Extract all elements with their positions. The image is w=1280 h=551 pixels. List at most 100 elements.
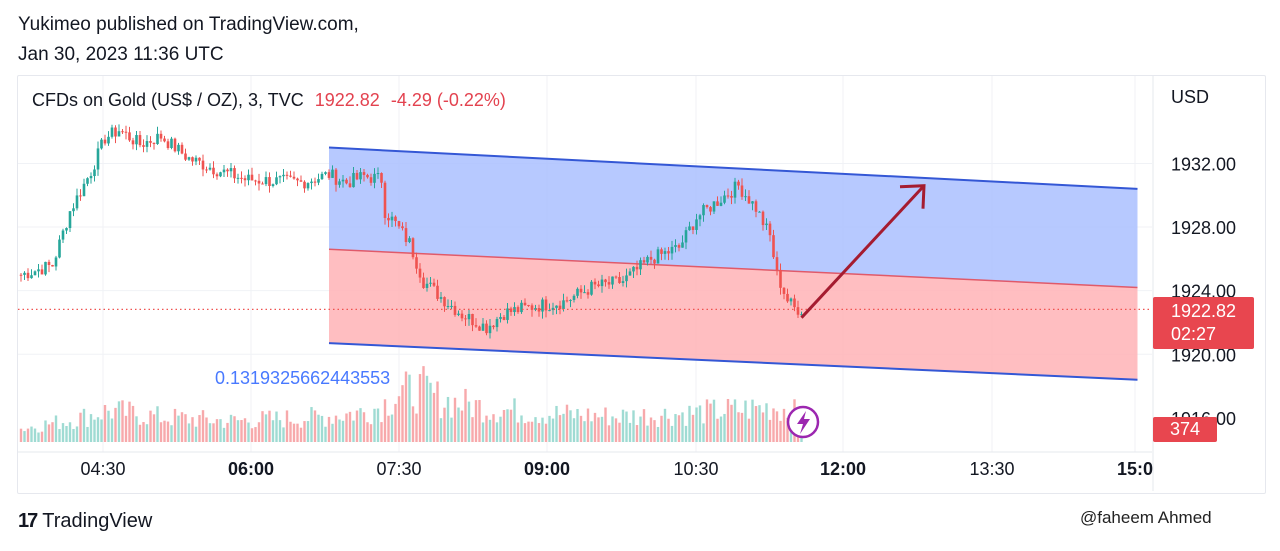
volume-bar — [600, 416, 604, 442]
candle-body — [40, 269, 44, 275]
candle — [331, 165, 334, 178]
candle-body — [765, 223, 768, 226]
candle — [299, 175, 303, 182]
candle-body — [100, 139, 103, 149]
volume-bar — [187, 423, 191, 442]
candle — [761, 210, 765, 231]
candle-body — [618, 277, 621, 284]
candle — [72, 203, 75, 217]
volume-bar — [26, 428, 30, 442]
candle-body — [492, 325, 495, 328]
volume-bar — [586, 408, 590, 442]
volume-bar — [765, 403, 768, 442]
candle — [551, 302, 555, 315]
candle — [285, 171, 289, 180]
candle — [75, 188, 79, 211]
candle-body — [639, 260, 642, 270]
candle-body — [768, 223, 772, 236]
currency-label[interactable]: USD — [1171, 87, 1210, 107]
candle — [177, 142, 180, 155]
volume-bar — [327, 416, 331, 442]
candle — [604, 278, 607, 287]
channel-upper-zone — [329, 147, 1138, 288]
candle-body — [320, 173, 324, 180]
candle — [33, 270, 37, 276]
channel-midline — [328, 248, 1138, 289]
candle-body — [572, 295, 576, 300]
candle — [607, 276, 611, 289]
candle — [691, 226, 695, 235]
candle — [163, 135, 166, 143]
candle — [352, 167, 355, 188]
candle-body — [82, 183, 86, 197]
candle — [656, 246, 660, 264]
candle — [383, 180, 387, 225]
tradingview-logo[interactable]: 17 TradingView — [18, 510, 152, 533]
candle — [376, 167, 380, 179]
candle — [327, 169, 331, 180]
candle-body — [334, 169, 338, 185]
candle-body — [271, 184, 275, 187]
candle — [226, 168, 229, 177]
candle-body — [523, 302, 527, 306]
candle-body — [131, 140, 135, 145]
candle-body — [362, 172, 366, 175]
candle-body — [579, 288, 583, 293]
candle — [320, 171, 324, 180]
candle-body — [373, 173, 376, 183]
chart-pane[interactable] — [17, 75, 1266, 494]
volume-bar — [579, 415, 583, 442]
volume-bar — [250, 428, 254, 442]
candle-body — [33, 271, 37, 276]
candle — [478, 325, 481, 331]
candle-body — [537, 308, 541, 312]
candle-body — [499, 316, 502, 319]
volume-bar — [551, 418, 555, 442]
candle — [229, 162, 233, 178]
candle — [572, 294, 576, 303]
volume-bar — [737, 412, 740, 442]
candle-body — [68, 211, 72, 229]
candle — [457, 310, 460, 317]
volume-bar — [677, 415, 681, 442]
volume-bar — [289, 421, 292, 442]
volume-value: 374 — [1170, 419, 1201, 439]
candle-body — [688, 226, 691, 231]
candle — [793, 294, 796, 312]
candle-body — [61, 230, 65, 240]
candle — [681, 235, 684, 248]
candle-body — [215, 174, 219, 177]
volume-bar — [537, 423, 541, 442]
candle-body — [793, 298, 796, 308]
volume-bar — [19, 428, 23, 442]
candle-body — [341, 179, 345, 182]
volume-bar — [415, 413, 418, 442]
volume-bar — [373, 408, 376, 442]
candle-body — [247, 174, 250, 181]
candle-body — [660, 249, 663, 254]
candle-body — [604, 279, 607, 283]
volume-bar — [453, 397, 457, 442]
candle-body — [275, 177, 278, 185]
candle — [726, 188, 730, 199]
candle — [544, 296, 548, 318]
candle-body — [772, 235, 775, 258]
volume-bar — [520, 415, 523, 442]
symbol-name[interactable]: CFDs on Gold (US$ / OZ), 3, TVC — [32, 90, 304, 110]
candle-body — [201, 160, 205, 170]
volume-bar — [243, 418, 247, 442]
drawings — [18, 184, 1152, 439]
candle-body — [464, 318, 467, 320]
candle — [642, 256, 646, 265]
candle-body — [187, 157, 191, 160]
candle-body — [222, 169, 226, 173]
volume-bar — [607, 425, 611, 442]
candle-body — [754, 201, 758, 212]
symbol-legend[interactable]: CFDs on Gold (US$ / OZ), 3, TVC 1922.82 … — [32, 90, 506, 111]
candle — [555, 305, 558, 315]
candle — [800, 311, 803, 316]
candle-body — [789, 298, 793, 302]
candle-body — [649, 256, 653, 260]
candle — [180, 142, 184, 155]
